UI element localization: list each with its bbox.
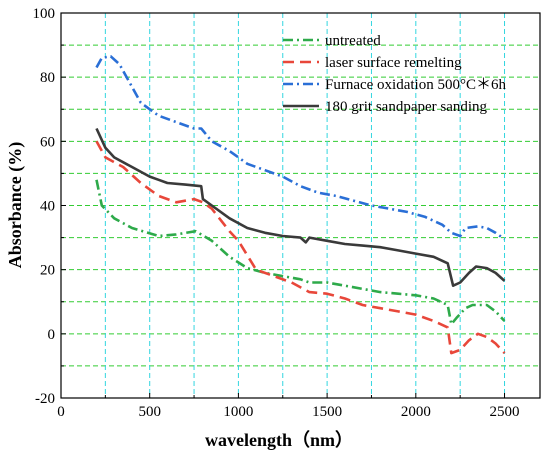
series-line-4 [95, 127, 506, 287]
x-tick-label: 2500 [490, 404, 520, 420]
series-line-3 [95, 55, 506, 241]
legend: untreated laser surface remelting Furnace … [283, 33, 506, 115]
y-tick-label: 0 [48, 327, 56, 343]
x-tick-label: 1500 [312, 404, 342, 420]
x-tick-label: 0 [57, 404, 65, 420]
x-tick-label: 1000 [223, 404, 253, 420]
y-tick-label: 60 [40, 134, 55, 150]
x-tick-label: 2000 [401, 404, 431, 420]
series-layer [95, 55, 506, 355]
grid-lines [61, 13, 540, 398]
series-line-1 [95, 179, 506, 326]
x-tick-label: 500 [138, 404, 161, 420]
legend-label-1: untreated [325, 33, 381, 49]
y-tick-label: 100 [33, 6, 56, 22]
legend-label-2: laser surface remelting [325, 55, 462, 71]
legend-label-4: 180 grit sandpaper sanding [325, 99, 488, 115]
y-tick-label: -20 [35, 391, 55, 407]
y-axis-title: Absorbance (%) [5, 142, 26, 269]
x-axis-title: wavelength（nm） [205, 430, 353, 450]
y-tick-label: 20 [40, 263, 55, 279]
legend-label-3: Furnace oxidation 500°C＊6h [325, 77, 506, 93]
y-tick-label: 80 [40, 70, 55, 86]
axes [60, 12, 541, 399]
y-tick-label: 40 [40, 199, 55, 215]
